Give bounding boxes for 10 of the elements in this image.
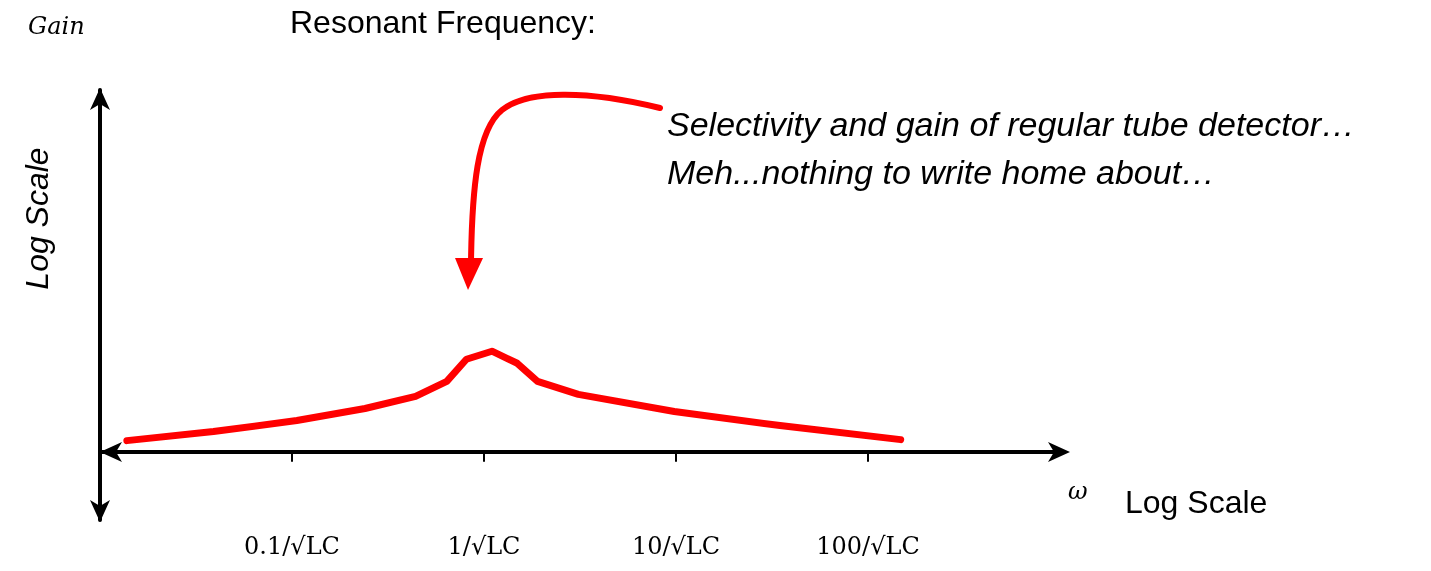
chart-title: Resonant Frequency: (290, 4, 596, 41)
x-tick-label: 1/√LC (447, 532, 521, 560)
x-tick-label: 100/√LC (816, 532, 920, 560)
x-tick-label: 0.1/√LC (244, 532, 340, 560)
y-axis-title: Log Scale (18, 147, 56, 290)
text: Gain (28, 12, 85, 40)
text: Selectivity and gain of regular tube detector… Meh...nothing to write home about… (667, 104, 1356, 193)
x-axis-title: ω (1068, 476, 1088, 505)
x-tick-label: 10/√LC (631, 532, 721, 560)
text: Log Scale (1125, 483, 1268, 521)
